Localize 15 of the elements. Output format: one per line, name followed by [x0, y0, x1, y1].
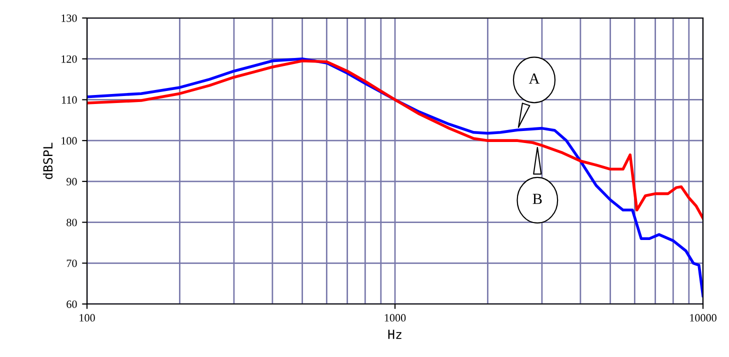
y-tick-label: 120 — [62, 55, 77, 63]
y-tick-label: 70 — [66, 260, 77, 268]
y-tick-label: 90 — [66, 178, 77, 186]
x-tick-label: 1000 — [384, 314, 406, 322]
annotation: A — [528, 74, 540, 84]
y-tick-label: 110 — [62, 96, 77, 104]
annotation: B — [532, 194, 542, 204]
y-tick-label: 130 — [62, 14, 77, 22]
x-axis-title: Hz — [388, 330, 402, 339]
y-tick-label: 100 — [62, 137, 77, 145]
x-tick-label: 10000 — [690, 314, 716, 322]
y-tick-label: 60 — [66, 300, 77, 308]
y-axis-title: dBSPL — [42, 142, 53, 180]
x-tick-label: 100 — [80, 314, 95, 322]
y-tick-label: 80 — [66, 218, 77, 226]
